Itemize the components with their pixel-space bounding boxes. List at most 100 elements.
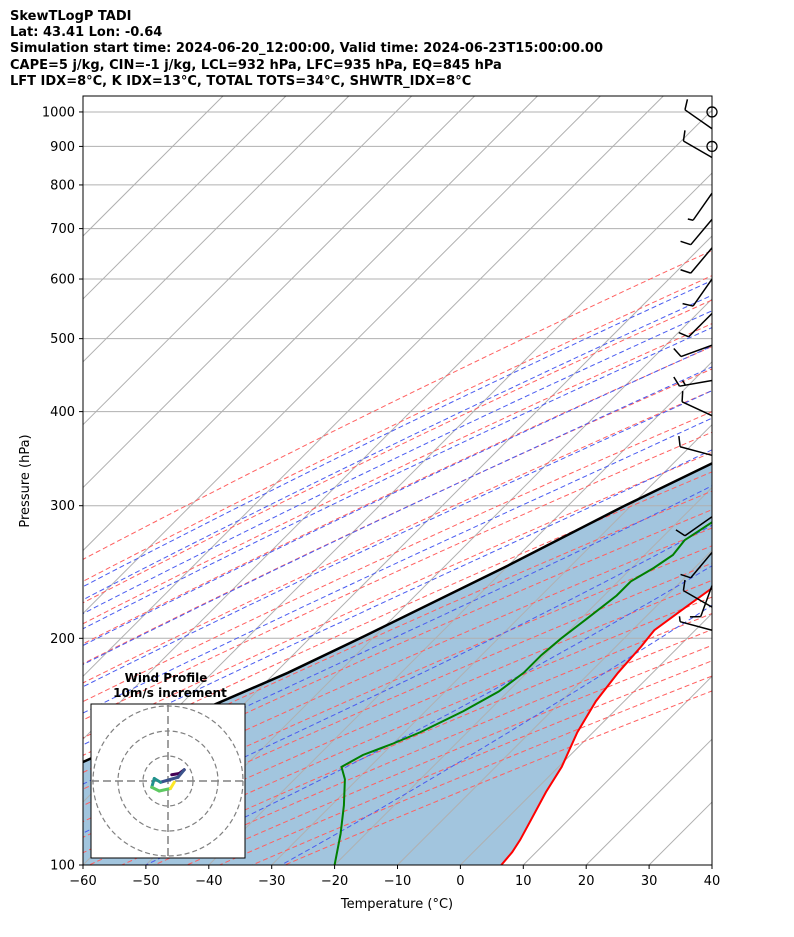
wind-barb-flag	[689, 615, 701, 618]
wind-barb-flag	[682, 302, 694, 307]
calm-wind-circle	[706, 140, 718, 153]
wind-barb	[675, 516, 713, 537]
wind-barb	[678, 616, 713, 631]
dry-adiabat-line	[83, 471, 712, 756]
x-tick-label: 10	[515, 874, 532, 889]
x-tick-label: −30	[258, 874, 285, 889]
isotherm-line	[83, 96, 224, 237]
isotherm-line	[648, 801, 712, 865]
isotherm-line	[145, 298, 712, 865]
y-tick-label: 100	[50, 859, 75, 874]
hodograph-segment	[169, 780, 176, 790]
moist-adiabat-line	[83, 485, 712, 785]
time-line: Simulation start time: 2024-06-20_12:00:…	[10, 41, 603, 56]
isotherm-line	[460, 612, 712, 865]
hodograph-segment	[150, 777, 156, 789]
chart-title: SkewTLogP TADI	[10, 9, 132, 24]
y-tick-label: 900	[50, 140, 75, 155]
wind-barb	[681, 390, 713, 417]
wind-barb-staff	[688, 312, 713, 338]
wind-barb-staff	[692, 192, 713, 221]
wind-barb-staff	[681, 401, 713, 417]
hodograph-segment	[157, 787, 172, 793]
wind-barb-flag	[675, 529, 686, 537]
wind-barb-flag	[684, 99, 689, 110]
wind-barb-staff	[684, 109, 713, 130]
isotherm-line	[711, 864, 712, 865]
isotherm-line	[334, 486, 712, 865]
hodograph-segment	[159, 775, 180, 784]
hodograph-segment	[176, 768, 186, 779]
wind-barb-staff	[683, 589, 713, 608]
dry-adiabat-line	[83, 390, 712, 684]
inset-subtitle: 10m/s increment	[113, 686, 227, 700]
wind-barb	[682, 579, 713, 608]
wind-barb	[673, 376, 713, 387]
wind-barb-flag	[678, 331, 689, 338]
wind-barb	[680, 552, 713, 579]
wind-barb	[678, 312, 713, 338]
wind-barb-staff	[680, 344, 713, 358]
dry-adiabat-line	[83, 509, 712, 790]
isotherm-line	[271, 423, 712, 865]
x-tick-label: −40	[195, 874, 222, 889]
x-tick-label: −50	[132, 874, 159, 889]
wind-barb-half	[687, 218, 694, 221]
isotherm-line	[83, 96, 350, 363]
wind-barb	[689, 585, 713, 618]
wind-barb-staff	[690, 247, 713, 274]
wind-barb-flag	[678, 435, 681, 447]
wind-barb	[687, 192, 713, 221]
wind-profile-inset: Wind Profile 10m/s increment	[90, 671, 246, 859]
isotherm-line	[208, 361, 712, 865]
wind-barb	[682, 130, 713, 159]
y-tick-label: 400	[50, 405, 75, 420]
x-tick-label: −60	[69, 874, 96, 889]
wind-barb-flag	[680, 240, 692, 246]
moist-adiabat-line	[83, 345, 712, 647]
moist-adiabat-line	[83, 279, 712, 588]
wind-barb	[678, 435, 713, 457]
moist-adiabat-line	[83, 449, 712, 746]
isotherm-line	[83, 96, 538, 552]
x-axis-label: Temperature (°C)	[340, 897, 453, 912]
isotherm-line	[83, 109, 712, 740]
cape-line: CAPE=5 j/kg, CIN=-1 j/kg, LCL=932 hPa, L…	[10, 58, 502, 73]
inset-title: Wind Profile	[125, 671, 208, 685]
wind-barb-staff	[700, 585, 713, 617]
y-tick-label: 500	[50, 332, 75, 347]
y-tick-label: 600	[50, 273, 75, 288]
wind-barb	[684, 99, 713, 130]
y-axis-label: Pressure (hPa)	[18, 434, 33, 527]
dry-adiabat-line	[83, 545, 712, 823]
wind-barb	[680, 218, 713, 246]
x-tick-label: −10	[384, 874, 411, 889]
dewpoint-line	[333, 520, 712, 865]
moist-adiabat-line	[83, 524, 712, 834]
location-line: Lat: 43.41 Lon: -0.64	[10, 25, 163, 40]
wind-barb	[680, 247, 713, 274]
calm-wind-circle	[706, 106, 718, 118]
wind-barb-half	[681, 380, 687, 386]
x-tick-label: 40	[704, 874, 721, 889]
temperature-line	[500, 586, 712, 865]
wind-barb-flag	[682, 579, 686, 591]
wind-barb-half	[678, 616, 681, 622]
isotherm-line	[83, 96, 664, 678]
isotherm-line	[83, 96, 287, 300]
dry-adiabat-line	[83, 275, 712, 582]
y-tick-label: 200	[50, 632, 75, 647]
wind-barb-flag	[680, 573, 692, 579]
x-tick-label: 20	[578, 874, 595, 889]
wind-barb-staff	[679, 620, 713, 631]
wind-barb-flag	[681, 390, 684, 402]
isotherm-line	[83, 96, 475, 489]
moist-adiabat-line	[83, 294, 712, 601]
wind-barb-staff	[690, 552, 713, 579]
isotherm-line	[397, 549, 712, 865]
wind-barb-staff	[692, 278, 713, 307]
y-tick-label: 1000	[42, 105, 75, 120]
x-tick-label: 30	[641, 874, 658, 889]
